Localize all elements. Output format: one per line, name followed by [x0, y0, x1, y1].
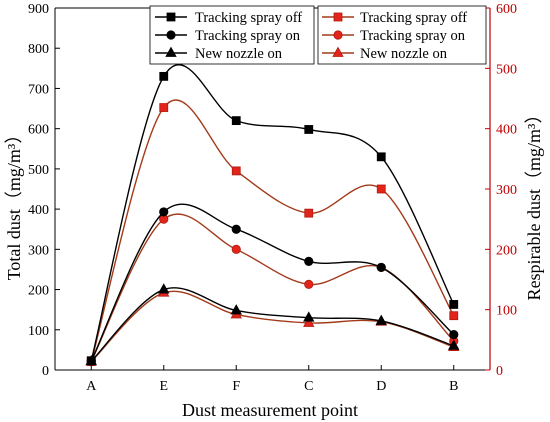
- left-axis-tick-label: 800: [28, 42, 49, 57]
- legend-left-label: Tracking spray on: [195, 28, 301, 44]
- legend-right-label: Tracking spray off: [360, 10, 467, 26]
- legend-left: Tracking spray off Tracking spray on New n…: [149, 5, 315, 65]
- x-axis-tick-label: F: [232, 379, 240, 394]
- right-axis-tick-label: 0: [496, 364, 503, 379]
- legend-right-label: New nozzle on: [360, 46, 448, 62]
- legend-left-label: New nozzle on: [195, 46, 283, 62]
- left-axis-tick-label: 200: [28, 284, 49, 299]
- legend-right-marker: [333, 30, 343, 40]
- legend-left-label: Tracking spray off: [195, 10, 302, 26]
- respirable-series-line-0: [90, 99, 455, 362]
- total-series-marker-2: [230, 304, 242, 315]
- total-series-marker-2: [158, 283, 170, 294]
- respirable-series-marker-1: [231, 244, 241, 254]
- legend-right-label: Tracking spray on: [360, 28, 466, 44]
- right-axis-tick-label: 400: [496, 123, 517, 138]
- total-series-marker-2: [85, 354, 97, 366]
- left-axis-tick-label: 100: [28, 324, 49, 339]
- total-series-marker-1: [304, 256, 314, 266]
- total-series-marker-1: [376, 262, 386, 273]
- x-axis-tick-label: B: [449, 379, 458, 394]
- total-series-marker-0: [376, 152, 386, 162]
- x-axis-tick-label: E: [159, 379, 168, 394]
- respirable-series-line-1: [90, 213, 455, 362]
- total-series-line-1: [90, 203, 455, 362]
- respirable-series-marker-0: [159, 103, 169, 112]
- right-axis-tick-label: 100: [496, 304, 517, 319]
- total-series-marker-0: [304, 125, 314, 134]
- respirable-series-marker-0: [376, 184, 386, 194]
- x-axis-title: Dust measurement point: [182, 400, 358, 420]
- left-axis-tick-label: 0: [42, 364, 49, 379]
- total-series-line-2: [90, 287, 454, 362]
- total-series-marker-1: [449, 330, 459, 340]
- right-axis-tick-label: 500: [496, 62, 517, 77]
- left-axis-tick-label: 300: [28, 243, 49, 258]
- plot-area: 0 100 200 300 400 500 600 700 800 900 0 100 200 300 40…: [28, 2, 517, 394]
- respirable-series-marker-1: [304, 279, 314, 289]
- legend-left-marker: [166, 12, 176, 22]
- respirable-series-marker-2: [303, 316, 315, 327]
- left-axis-tick-label: 400: [28, 203, 49, 218]
- left-axis-tick-label: 500: [28, 163, 49, 178]
- legend-right-marker: [333, 12, 343, 22]
- total-series-marker-1: [231, 224, 241, 234]
- total-series-marker-0: [449, 300, 459, 309]
- x-axis-tick-label: C: [304, 379, 313, 394]
- legend-left-marker: [166, 30, 176, 40]
- respirable-series-marker-0: [231, 166, 241, 176]
- right-axis-tick-label: 600: [496, 2, 517, 17]
- right-axis-tick-label: 200: [496, 243, 517, 258]
- total-series-marker-2: [375, 314, 387, 325]
- total-series-marker-0: [159, 71, 169, 81]
- left-axis-title: Total dust（mg/m³）: [4, 126, 24, 281]
- x-axis-tick-label: D: [376, 379, 386, 394]
- total-series-marker-1: [159, 207, 169, 217]
- legend-left-marker: [165, 46, 177, 57]
- right-axis-tick-label: 300: [496, 183, 517, 198]
- x-axis-tick-label: A: [86, 379, 97, 394]
- legend-right: Tracking spray off Tracking spray on New n…: [317, 5, 487, 65]
- total-series-marker-2: [303, 311, 315, 322]
- respirable-series-marker-0: [449, 311, 459, 321]
- left-axis-tick-label: 900: [28, 2, 49, 17]
- total-series-line-0: [90, 64, 455, 361]
- left-axis-tick-label: 600: [28, 123, 49, 138]
- left-axis-tick-label: 700: [28, 82, 49, 97]
- right-axis-title: Respirable dust（mg/m³）: [524, 106, 544, 301]
- respirable-series-marker-0: [304, 208, 314, 218]
- total-series-marker-2: [448, 339, 460, 350]
- total-series-marker-0: [231, 116, 241, 126]
- legend-right-marker: [332, 46, 344, 57]
